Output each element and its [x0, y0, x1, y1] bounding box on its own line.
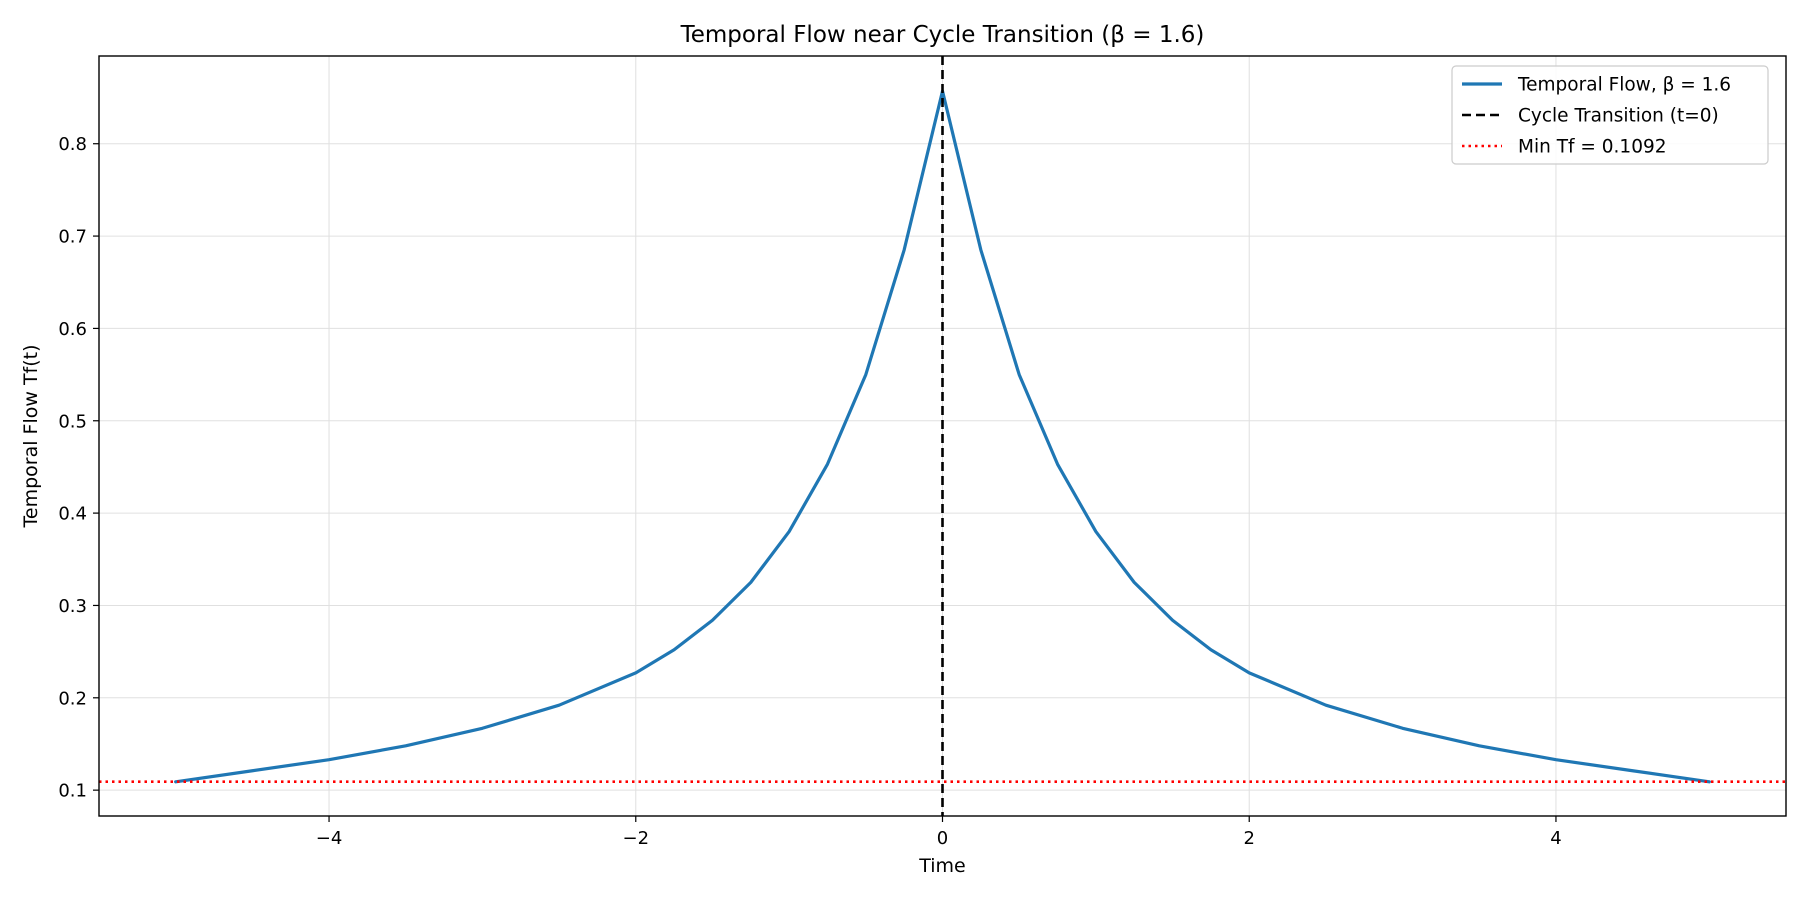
legend-label: Min Tf = 0.1092: [1518, 137, 1667, 158]
y-tick-label: 0.8: [58, 134, 87, 155]
ticks: −4 −2 0 2 4 0.1 0.2 0.3 0.4 0.5 0.6 0.7 0.8: [58, 134, 1561, 849]
y-tick-label: 0.6: [58, 319, 87, 340]
legend-box: [1451, 65, 1769, 165]
x-tick-label: 0: [937, 828, 948, 849]
y-tick-label: 0.4: [58, 504, 87, 525]
y-tick-label: 0.1: [58, 781, 87, 802]
legend: Temporal Flow, β = 1.6 Cycle Transition (…: [1451, 65, 1769, 165]
x-tick-label: −2: [622, 828, 649, 849]
x-tick-label: −4: [316, 828, 343, 849]
chart-title: Temporal Flow near Cycle Transition (β =…: [680, 22, 1205, 48]
y-tick-label: 0.2: [58, 688, 87, 709]
y-axis-label: Temporal Flow Tf(t): [20, 344, 42, 528]
x-tick-label: 4: [1550, 828, 1561, 849]
legend-label: Cycle Transition (t=0): [1518, 106, 1719, 127]
x-tick-label: 2: [1244, 828, 1255, 849]
y-tick-label: 0.5: [58, 411, 87, 432]
y-tick-label: 0.7: [58, 227, 87, 248]
plot-area: [99, 56, 1786, 816]
y-tick-label: 0.3: [58, 596, 87, 617]
x-axis-label: Time: [918, 855, 966, 877]
legend-label: Temporal Flow, β = 1.6: [1517, 75, 1731, 96]
